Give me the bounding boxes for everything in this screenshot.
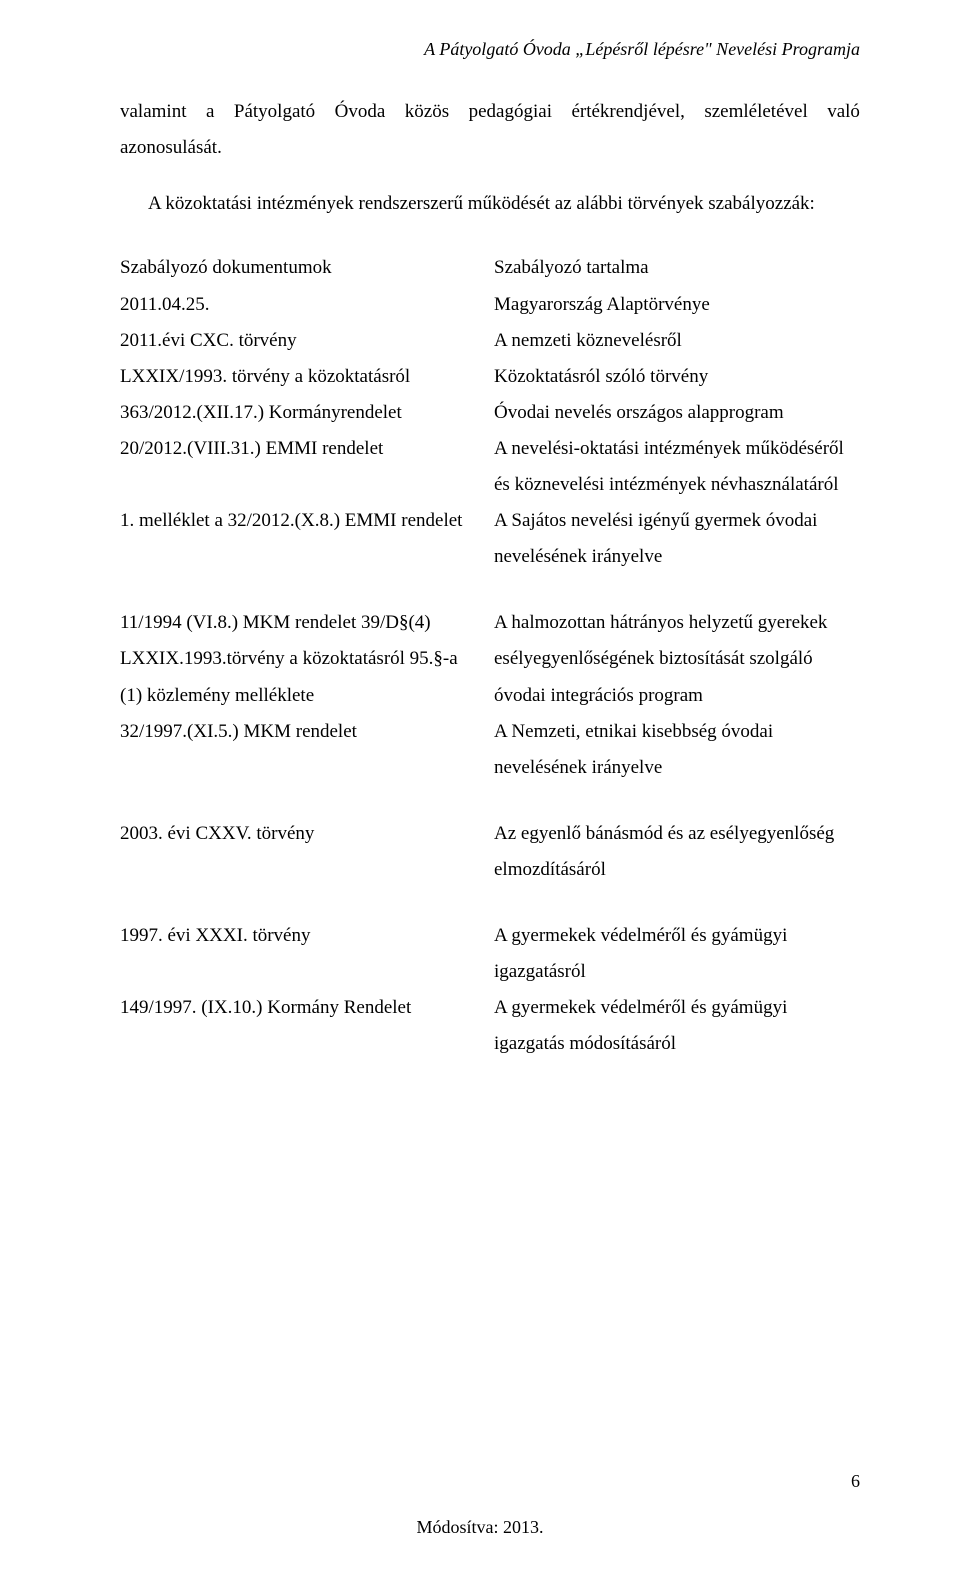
intro-word: valamint — [120, 94, 186, 130]
table-left-cell: 32/1997.(XI.5.) MKM rendelet — [120, 714, 490, 750]
intro-word: Pátyolgató — [234, 94, 315, 130]
regulation-block-2: 11/1994 (VI.8.) MKM rendelet 39/D§(4) LX… — [120, 605, 860, 785]
intro-line-1: valamint a Pátyolgató Óvoda közös pedagó… — [120, 94, 860, 130]
intro-word: közös — [405, 94, 449, 130]
table-left-cell: 20/2012.(VIII.31.) EMMI rendelet — [120, 431, 490, 467]
table-left-cell: 2011.04.25. — [120, 287, 490, 323]
table-right-cell: Óvodai nevelés országos alapprogram — [490, 395, 860, 431]
table-left-cell: 1. melléklet a 32/2012.(X.8.) EMMI rende… — [120, 503, 490, 539]
table-right-cell: A Sajátos nevelési igényű gyermek óvodai… — [490, 503, 860, 575]
table-right-cell: A nevelési-oktatási intézmények működésé… — [490, 431, 860, 503]
footer-text: Módosítva: 2013. — [0, 1510, 960, 1544]
table-left-header: Szabályozó dokumentumok — [120, 250, 490, 286]
intro-line-2: azonosulását. — [120, 130, 860, 166]
table-left-line: LXXIX.1993.törvény a közoktatásról 95.§-… — [120, 641, 476, 677]
table-right-cell: A halmozottan hátrányos helyzetű gyereke… — [490, 605, 860, 713]
intro-word: való — [827, 94, 860, 130]
intro-paragraph: valamint a Pátyolgató Óvoda közös pedagó… — [120, 94, 860, 166]
table-right-cell: Az egyenlő bánásmód és az esélyegyenlősé… — [490, 816, 860, 888]
running-header: A Pátyolgató Óvoda „Lépésről lépésre" Ne… — [120, 32, 860, 66]
table-left-cell: LXXIX/1993. törvény a közoktatásról — [120, 359, 490, 395]
table-right-cell: Magyarország Alaptörvénye — [490, 287, 860, 323]
table-right-cell: A Nemzeti, etnikai kisebbség óvodai neve… — [490, 714, 860, 786]
table-left-cell: 363/2012.(XII.17.) Kormányrendelet — [120, 395, 490, 431]
regulation-block-3: 2003. évi CXXV. törvény Az egyenlő bánás… — [120, 816, 860, 888]
table-left-line: 11/1994 (VI.8.) MKM rendelet 39/D§(4) — [120, 605, 476, 641]
intro-word: szemléletével — [704, 94, 807, 130]
table-right-cell: A gyermekek védelméről és gyámügyi igazg… — [490, 990, 860, 1062]
table-right-cell: Közoktatásról szóló törvény — [490, 359, 860, 395]
regulation-block-4: 1997. évi XXXI. törvény A gyermekek véde… — [120, 918, 860, 1062]
table-left-cell: 11/1994 (VI.8.) MKM rendelet 39/D§(4) LX… — [120, 605, 490, 713]
table-right-cell: A nemzeti köznevelésről — [490, 323, 860, 359]
table-left-line: (1) közlemény melléklete — [120, 678, 476, 714]
table-left-cell: 149/1997. (IX.10.) Kormány Rendelet — [120, 990, 490, 1026]
page-number: 6 — [851, 1464, 860, 1498]
table-left-cell: 1997. évi XXXI. törvény — [120, 918, 490, 954]
intro-word: Óvoda — [335, 94, 386, 130]
intro-word: értékrendjével, — [571, 94, 684, 130]
regulation-block-1: Szabályozó dokumentumok Szabályozó tarta… — [120, 250, 860, 575]
intro-word: a — [206, 94, 214, 130]
table-left-cell: 2003. évi CXXV. törvény — [120, 816, 490, 852]
intro-indent-paragraph: A közoktatási intézmények rendszerszerű … — [120, 186, 860, 222]
document-page: A Pátyolgató Óvoda „Lépésről lépésre" Ne… — [0, 0, 960, 1578]
table-right-header: Szabályozó tartalma — [490, 250, 860, 286]
intro-word: pedagógiai — [469, 94, 552, 130]
table-right-cell: A gyermekek védelméről és gyámügyi igazg… — [490, 918, 860, 990]
table-left-cell: 2011.évi CXC. törvény — [120, 323, 490, 359]
